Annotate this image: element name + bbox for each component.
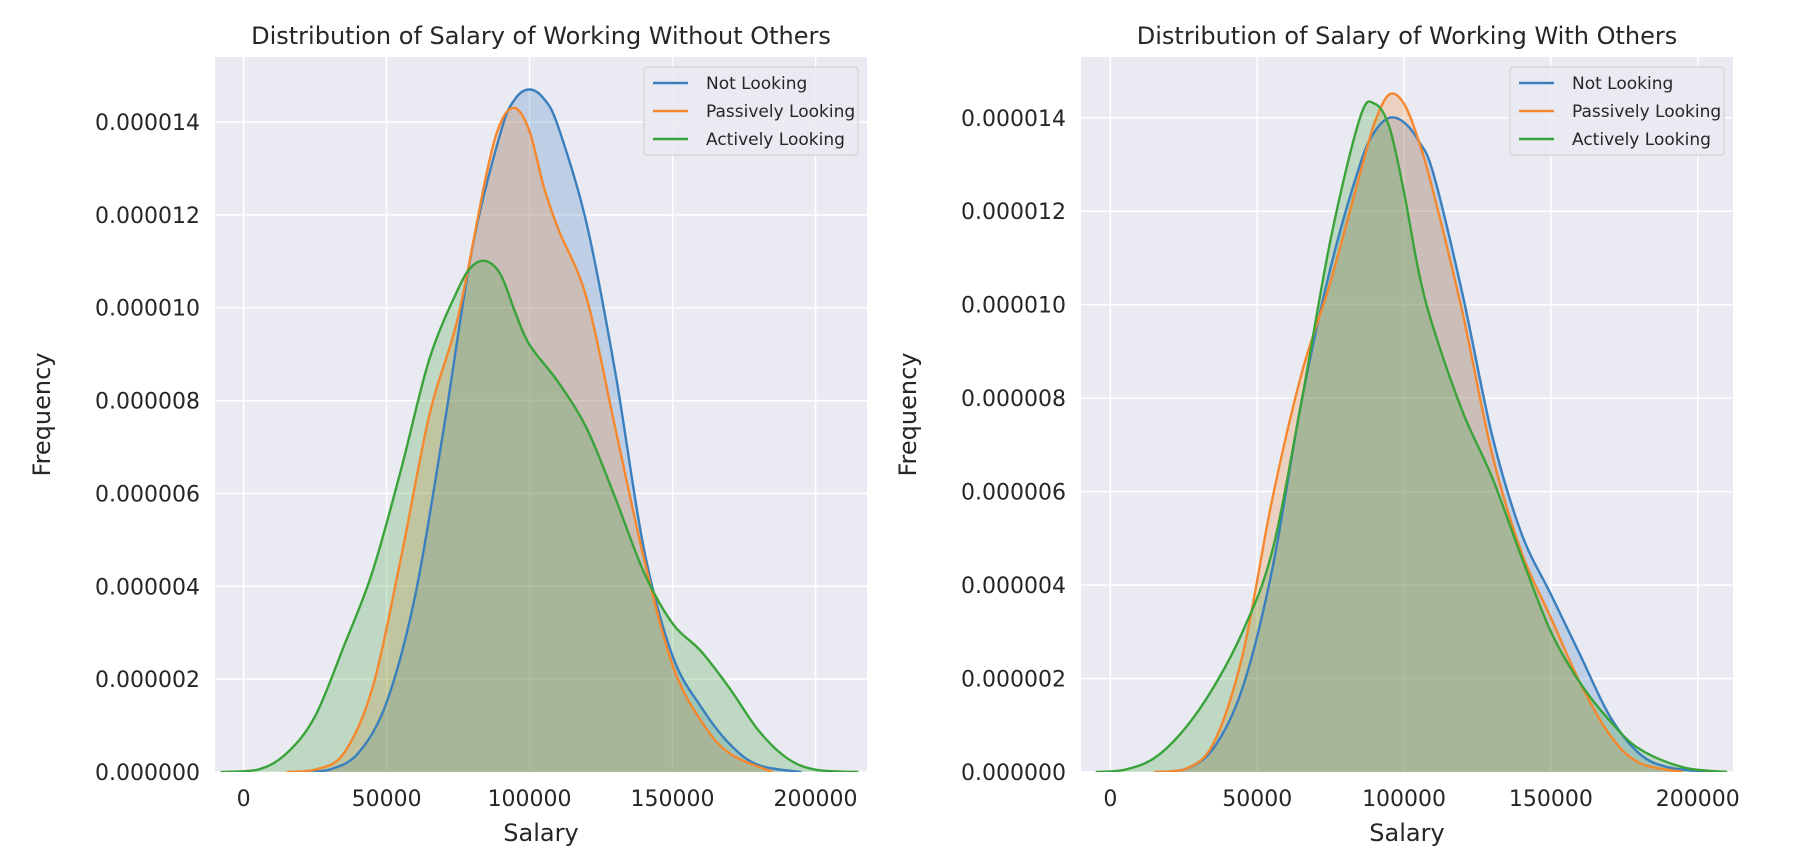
- chart-panel-with-others: 0 50000 100000 150000 200000 0.000000 0.000002…: [894, 22, 1740, 847]
- y-tick-label: 0.000006: [95, 482, 200, 507]
- legend-label-not-looking: Not Looking: [706, 74, 807, 94]
- y-tick-label: 0.000010: [961, 294, 1066, 319]
- y-axis-label: Frequency: [28, 353, 56, 477]
- y-tick-label: 0.000006: [961, 481, 1066, 506]
- legend-box: [643, 66, 859, 156]
- y-tick-label: 0.000004: [95, 575, 200, 600]
- legend-label-not-looking: Not Looking: [1572, 74, 1673, 94]
- y-tick-label: 0.000012: [961, 200, 1066, 225]
- gridlines: [1081, 57, 1733, 773]
- y-tick-label: 0.000014: [961, 107, 1066, 132]
- x-tick-label: 150000: [1509, 787, 1593, 812]
- series-layer: [220, 88, 859, 772]
- x-tick-label: 0: [1103, 787, 1117, 812]
- legend: Not Looking Passively Looking Actively Loo…: [1509, 66, 1725, 156]
- y-tick-label: 0.000004: [961, 574, 1066, 599]
- y-axis-label: Frequency: [894, 353, 922, 477]
- series-line-actively-looking: [1095, 100, 1728, 772]
- y-tick-label: 0.000000: [961, 761, 1066, 786]
- series-line-not-looking: [1154, 116, 1713, 772]
- legend-label-passively-looking: Passively Looking: [706, 102, 855, 122]
- x-tick-label: 0: [237, 787, 251, 812]
- series-line-passively-looking: [286, 106, 774, 772]
- legend-label-actively-looking: Actively Looking: [706, 130, 845, 150]
- series-area-actively-looking: [1095, 101, 1728, 772]
- plot-area: [1081, 57, 1733, 772]
- series-line-passively-looking: [1154, 92, 1684, 772]
- y-tick-label: 0.000008: [95, 390, 200, 415]
- series-area-actively-looking: [220, 260, 859, 772]
- series-area-not-looking: [1154, 117, 1713, 772]
- x-tick-label: 50000: [352, 787, 422, 812]
- legend-label-passively-looking: Passively Looking: [1572, 102, 1721, 122]
- x-tick-label: 100000: [1362, 787, 1446, 812]
- legend-box: [1509, 66, 1725, 156]
- x-tick-label: 150000: [631, 787, 715, 812]
- chart-title: Distribution of Salary of Working With O…: [1137, 22, 1677, 50]
- x-tick-label: 200000: [1656, 787, 1740, 812]
- chart-panel-without-others: 0 50000 100000 150000 200000 0.000000 0.000002…: [28, 22, 867, 847]
- series-area-passively-looking: [1154, 93, 1684, 772]
- chart-title: Distribution of Salary of Working Withou…: [251, 22, 831, 50]
- series-line-actively-looking: [220, 259, 859, 772]
- x-tick-label: 50000: [1222, 787, 1292, 812]
- series-layer: [1095, 92, 1728, 772]
- series-area-passively-looking: [286, 107, 773, 772]
- y-tick-label: 0.000002: [95, 668, 200, 693]
- x-axis-label: Salary: [503, 819, 578, 847]
- y-tick-label: 0.000010: [95, 297, 200, 322]
- y-tick-label: 0.000000: [95, 761, 200, 786]
- x-tick-label: 200000: [774, 787, 858, 812]
- y-tick-label: 0.000014: [95, 111, 200, 136]
- x-axis-label: Salary: [1369, 819, 1444, 847]
- y-tick-label: 0.000012: [95, 204, 200, 229]
- legend: Not Looking Passively Looking Actively Loo…: [643, 66, 859, 156]
- y-tick-label: 0.000002: [961, 668, 1066, 693]
- series-line-not-looking: [306, 88, 802, 772]
- series-area-not-looking: [306, 89, 802, 772]
- y-tick-label: 0.000008: [961, 387, 1066, 412]
- x-tick-label: 100000: [488, 787, 572, 812]
- legend-label-actively-looking: Actively Looking: [1572, 130, 1711, 150]
